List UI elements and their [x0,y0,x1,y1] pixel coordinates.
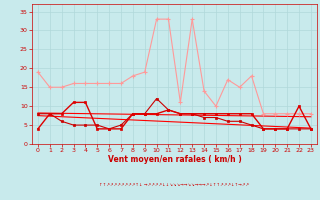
Text: ↑↑↗↗↗↗↗↗↗↗↑↓ →↗↗↗↗↓↓↘↘↘→→↘↘→→→↗↓↑↑↗↗↗↓↑→↗↗: ↑↑↗↗↗↗↗↗↗↗↑↓ →↗↗↗↗↓↓↘↘↘→→↘↘→→→↗↓↑↑↗↗↗↓↑→… [100,183,249,187]
X-axis label: Vent moyen/en rafales ( km/h ): Vent moyen/en rafales ( km/h ) [108,155,241,164]
